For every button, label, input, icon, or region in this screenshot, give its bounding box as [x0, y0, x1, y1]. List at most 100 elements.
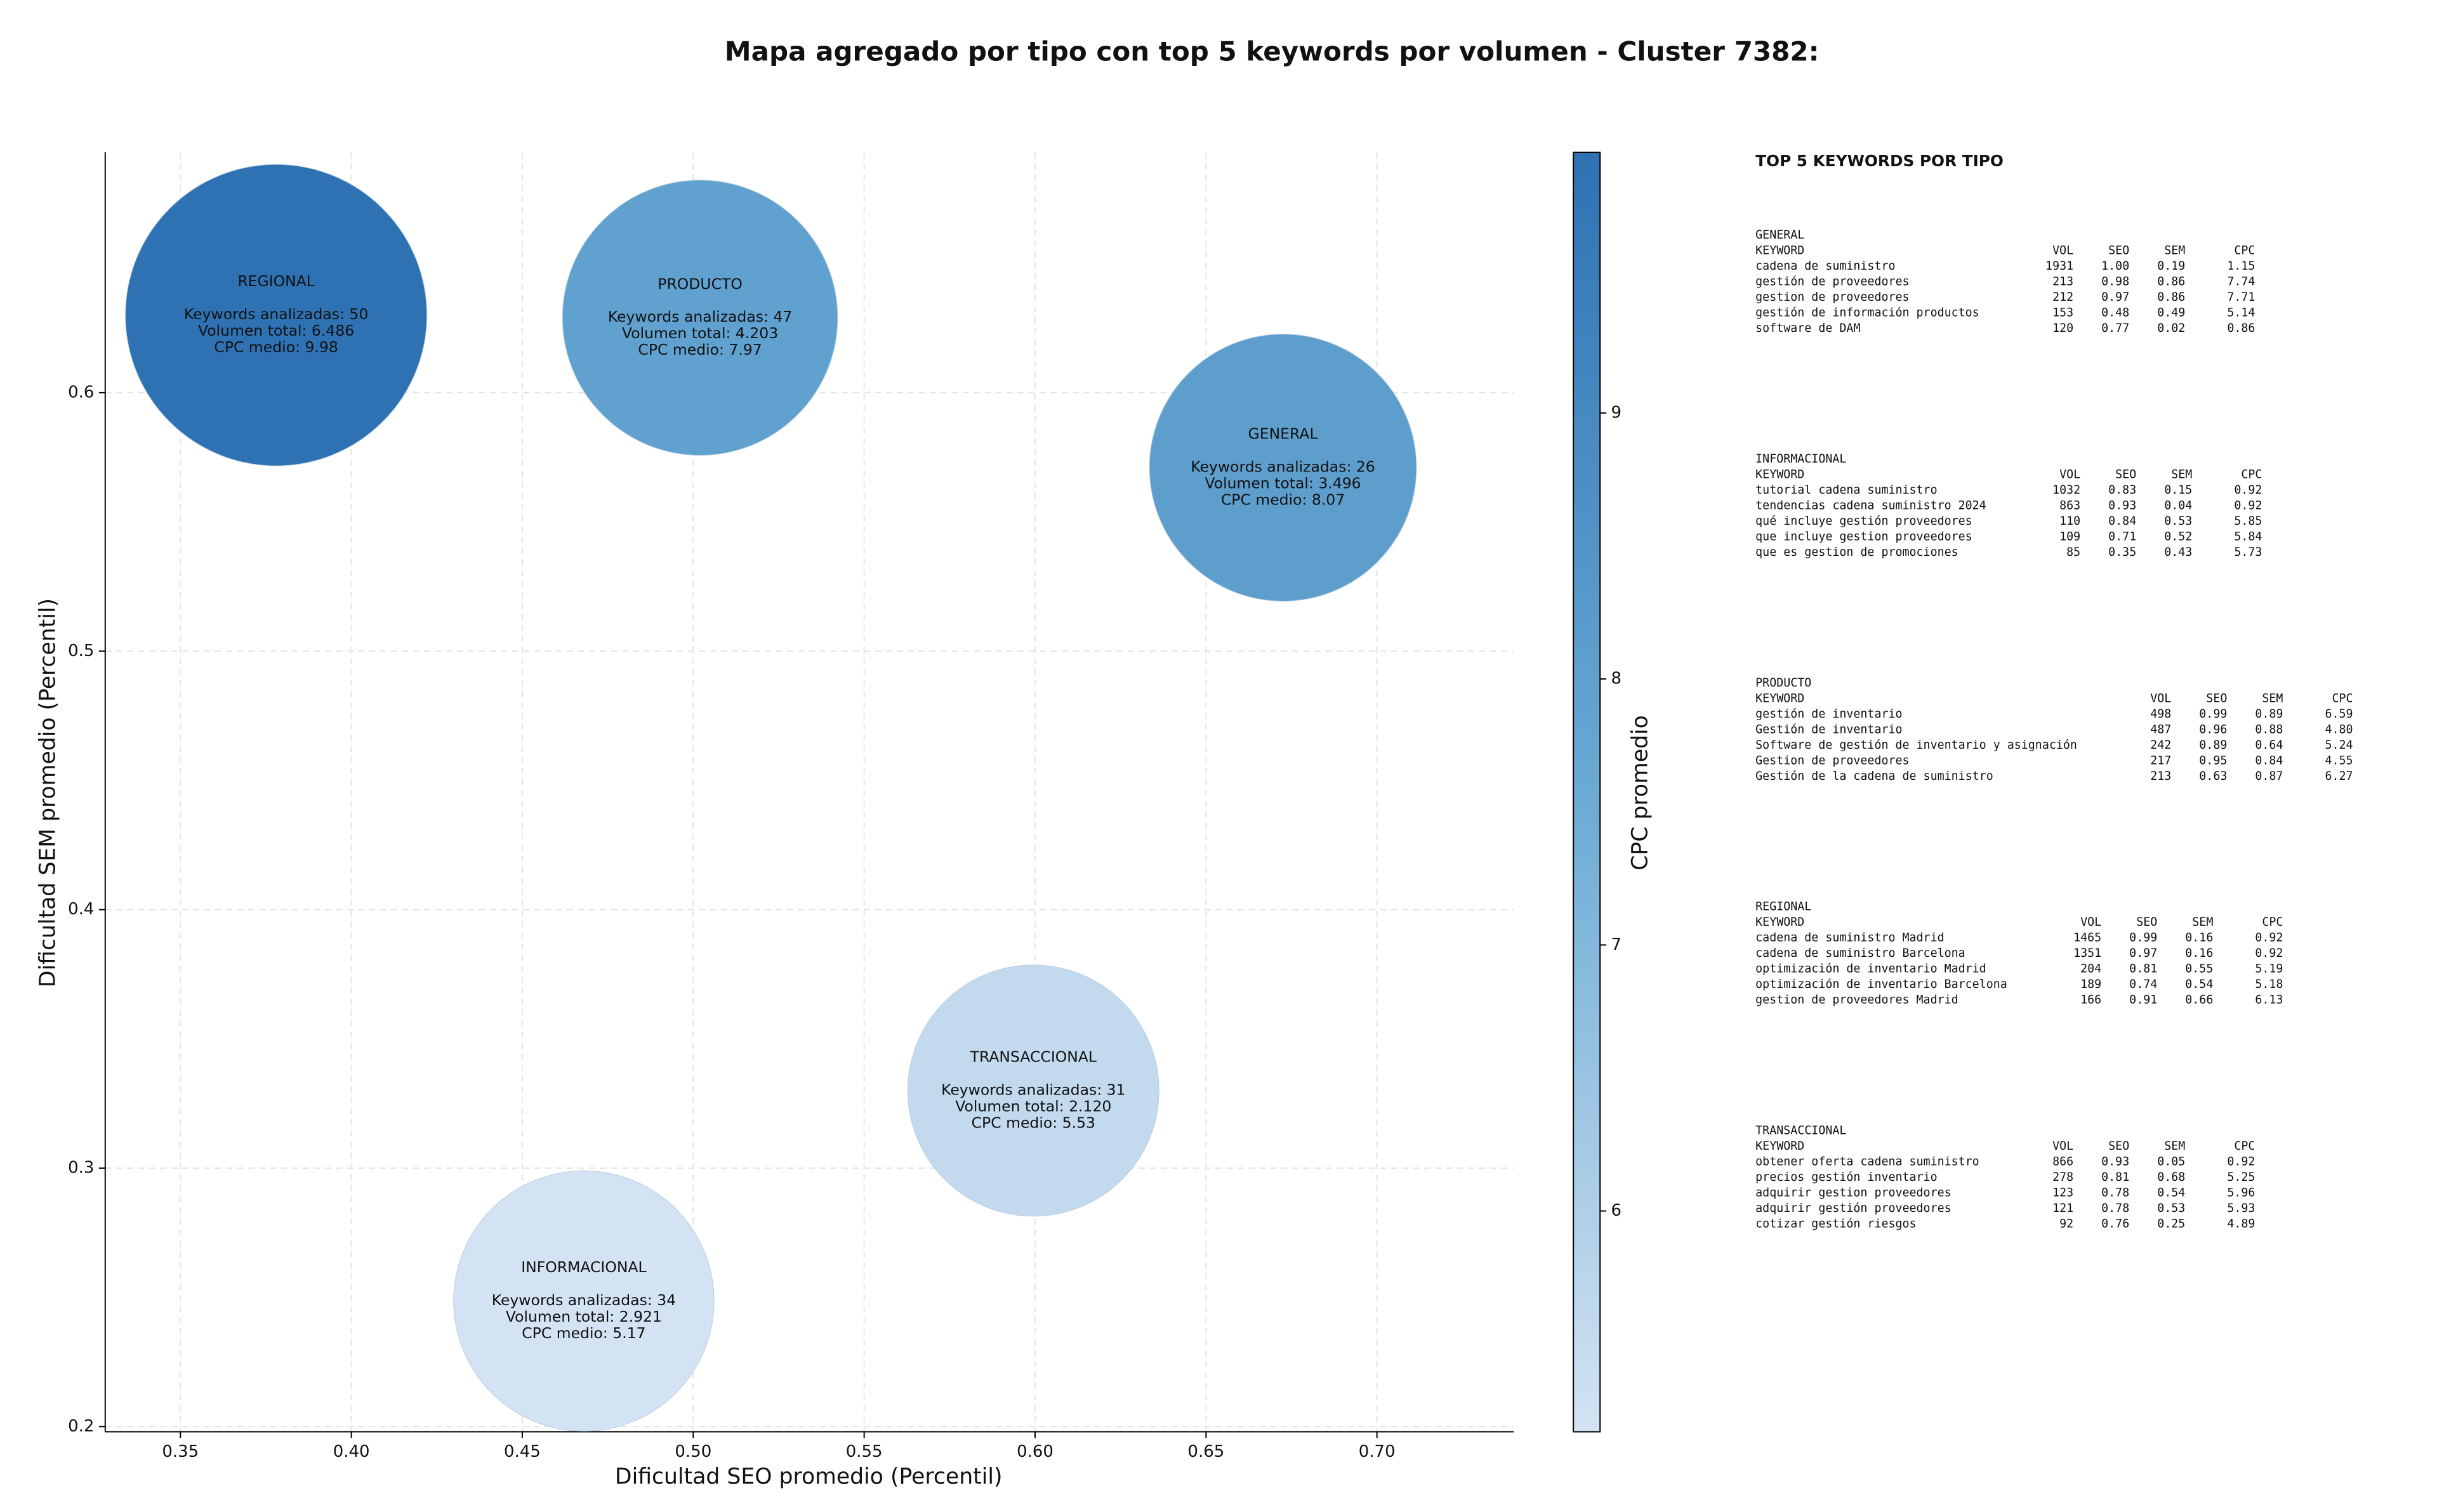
column-header: VOL — [2080, 916, 2101, 929]
table-cell: 0.92 — [2255, 947, 2283, 960]
x-tick-label: 0.65 — [1187, 1442, 1224, 1461]
bubble-annotation: CPC medio: 7.97 — [638, 341, 762, 358]
table-cell: optimización de inventario Barcelona — [1755, 978, 2007, 991]
table-cell: tutorial cadena suministro — [1755, 483, 1937, 497]
table-cell: 0.66 — [2185, 994, 2213, 1007]
bubble-annotation: CPC medio: 8.07 — [1221, 490, 1345, 508]
table-cell: gestión de información productos — [1755, 306, 1979, 320]
colorbar-tick-label: 9 — [1611, 403, 1622, 422]
x-tick-label: 0.70 — [1359, 1442, 1396, 1461]
x-axis-label: Dificultad SEO promedio (Percentil) — [615, 1464, 1003, 1489]
group-name: REGIONAL — [1755, 900, 1811, 914]
table-cell: 0.78 — [2101, 1202, 2129, 1215]
x-tick-label: 0.60 — [1017, 1442, 1053, 1461]
table-cell: 189 — [2080, 978, 2101, 991]
table-cell: 0.91 — [2129, 994, 2157, 1007]
table-cell: 0.16 — [2185, 947, 2213, 960]
table-cell: 110 — [2059, 515, 2080, 528]
y-tick-label: 0.5 — [68, 641, 94, 661]
table-cell: 212 — [2052, 291, 2073, 304]
table-cell: 0.48 — [2101, 306, 2129, 320]
table-cell: 863 — [2059, 499, 2080, 512]
table-cell: gestión de proveedores — [1755, 275, 1909, 289]
table-cell: 0.54 — [2185, 978, 2213, 991]
table-cell: 0.77 — [2101, 322, 2129, 335]
bubble-annotation: Volumen total: 6.486 — [198, 322, 354, 339]
table-cell: que es gestion de promociones — [1755, 546, 1958, 559]
table-cell: 4.89 — [2227, 1217, 2255, 1230]
table-cell: 0.54 — [2157, 1186, 2185, 1199]
table-cell: 0.96 — [2199, 723, 2227, 736]
table-cell: 0.99 — [2199, 707, 2227, 721]
bubble-annotation: Keywords analizadas: 26 — [1191, 458, 1375, 476]
colorbar — [1573, 152, 1601, 1433]
table-cell: Gestion de proveedores — [1755, 754, 1909, 767]
table-cell: 0.63 — [2199, 770, 2227, 783]
table-cell: gestion de proveedores — [1755, 291, 1909, 304]
colorbar-tick-label: 6 — [1611, 1201, 1622, 1220]
x-tick-label: 0.40 — [333, 1442, 370, 1461]
table-cell: 92 — [2059, 1217, 2073, 1230]
column-header: CPC — [2262, 916, 2283, 929]
x-tick-label: 0.55 — [846, 1442, 883, 1461]
bubble — [1149, 334, 1417, 602]
table-cell: 0.74 — [2129, 978, 2157, 991]
table-cell: 7.74 — [2227, 275, 2255, 289]
bubble — [125, 164, 428, 466]
bubble-annotation: CPC medio: 9.98 — [214, 338, 338, 356]
table-cell: 0.98 — [2101, 275, 2129, 289]
table-cell: 0.87 — [2255, 770, 2283, 783]
table-cell: 278 — [2052, 1171, 2073, 1184]
table-cell: 153 — [2052, 306, 2073, 320]
table-cell: qué incluye gestión proveedores — [1755, 515, 1972, 528]
y-tick-label: 0.6 — [68, 383, 94, 402]
table-cell: 0.92 — [2234, 483, 2262, 497]
column-header: SEO — [2136, 916, 2157, 929]
bubble-label: GENERAL — [1248, 425, 1318, 443]
table-cell: 0.53 — [2157, 1202, 2185, 1215]
table-cell: adquirir gestion proveedores — [1755, 1186, 1951, 1199]
colorbar-label: CPC promedio — [1628, 715, 1653, 871]
table-cell: 6.13 — [2255, 994, 2283, 1007]
table-cell: 0.53 — [2164, 515, 2192, 528]
bubble-label: REGIONAL — [237, 272, 315, 290]
table-cell: 5.14 — [2227, 306, 2255, 320]
table-cell: obtener oferta cadena suministro — [1755, 1155, 1979, 1168]
table-cell: 0.16 — [2185, 931, 2213, 945]
table-cell: 121 — [2052, 1202, 2073, 1215]
column-header: CPC — [2332, 692, 2353, 705]
table-cell: 0.76 — [2101, 1217, 2129, 1230]
table-cell: 5.25 — [2227, 1171, 2255, 1184]
column-header: SEO — [2108, 244, 2129, 258]
table-cell: Software de gestión de inventario y asig… — [1755, 739, 2077, 752]
table-cell: 0.81 — [2129, 963, 2157, 976]
table-cell: 5.73 — [2234, 546, 2262, 559]
column-header: SEM — [2164, 1140, 2185, 1153]
bubble-annotation: CPC medio: 5.53 — [972, 1114, 1095, 1131]
group-name: GENERAL — [1755, 228, 1804, 242]
table-cell: gestion de proveedores Madrid — [1755, 994, 1958, 1007]
table-cell: 0.25 — [2157, 1217, 2185, 1230]
table-cell: 0.84 — [2255, 754, 2283, 767]
table-cell: 4.55 — [2325, 754, 2353, 767]
table-cell: 0.86 — [2157, 291, 2185, 304]
table-cell: 0.78 — [2101, 1186, 2129, 1199]
table-cell: 5.19 — [2255, 963, 2283, 976]
column-header: SEM — [2171, 468, 2192, 481]
bubble-label: INFORMACIONAL — [521, 1258, 646, 1276]
column-header: CPC — [2241, 468, 2262, 481]
table-cell: 0.81 — [2101, 1171, 2129, 1184]
table-cell: Gestión de la cadena de suministro — [1755, 770, 1993, 783]
colorbar-tick-label: 7 — [1611, 935, 1622, 954]
group-name: PRODUCTO — [1755, 676, 1811, 690]
table-cell: cotizar gestión riesgos — [1755, 1217, 1916, 1230]
table-cell: 0.02 — [2157, 322, 2185, 335]
table-cell: 5.18 — [2255, 978, 2283, 991]
table-cell: Gestión de inventario — [1755, 723, 1902, 736]
colorbar-tick-label: 8 — [1611, 669, 1622, 688]
table-cell: 85 — [2066, 546, 2080, 559]
table-cell: 6.59 — [2325, 707, 2353, 721]
table-cell: 123 — [2052, 1186, 2073, 1199]
bubble — [907, 964, 1159, 1217]
